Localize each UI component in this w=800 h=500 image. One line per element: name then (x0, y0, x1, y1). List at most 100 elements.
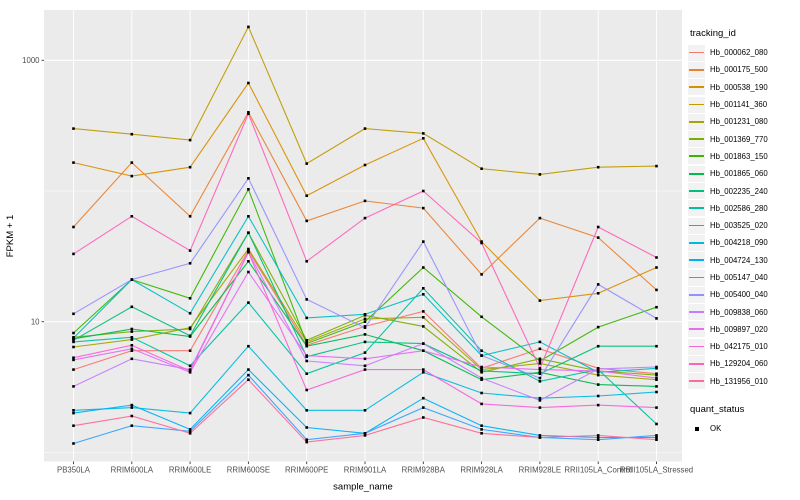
data-point (130, 414, 134, 418)
legend-item-Hb_003525_020: Hb_003525_020 (688, 217, 800, 234)
data-point (363, 199, 367, 203)
quant-status-label: OK (710, 424, 722, 434)
data-point (480, 402, 483, 406)
data-point (188, 249, 192, 252)
legend-label: Hb_001865_060 (710, 169, 768, 179)
data-point (538, 347, 542, 351)
x-tick-label: RRIM928LE (519, 466, 561, 475)
legend-item-Hb_001865_060: Hb_001865_060 (688, 165, 800, 182)
data-point (188, 428, 192, 431)
data-point (480, 167, 483, 170)
data-point (655, 436, 658, 439)
data-point (655, 406, 658, 409)
data-point (130, 357, 134, 361)
legend-key (688, 420, 705, 437)
data-point (305, 316, 308, 320)
data-point (538, 399, 542, 402)
data-point (130, 330, 134, 333)
data-point (305, 342, 308, 345)
legend-item-Hb_042175_010: Hb_042175_010 (688, 338, 800, 355)
legend-title-quant-status: quant_status (690, 403, 745, 415)
data-point (538, 406, 542, 409)
data-point (596, 292, 600, 295)
data-point (188, 371, 192, 374)
data-point (247, 249, 250, 252)
legend-item-Hb_009897_020: Hb_009897_020 (688, 321, 800, 338)
legend-key (688, 286, 705, 303)
data-point (363, 434, 367, 437)
data-point (72, 409, 75, 412)
legend-item-Hb_005147_040: Hb_005147_040 (688, 269, 800, 286)
data-point (363, 127, 367, 130)
legend-label: Hb_001369_770 (710, 134, 768, 144)
data-point (480, 241, 483, 245)
legend-key (688, 183, 705, 200)
data-point (538, 359, 542, 363)
data-point (422, 240, 425, 243)
data-point (655, 164, 658, 168)
series-color-line-icon (689, 328, 704, 331)
data-point (130, 424, 134, 427)
data-point (596, 283, 600, 286)
data-point (480, 371, 483, 374)
data-point (305, 440, 308, 444)
data-point (538, 340, 542, 344)
x-tick-label: RRIM600SE (227, 466, 270, 475)
data-point (422, 293, 425, 296)
data-point (72, 340, 75, 344)
data-point (188, 297, 192, 300)
data-point (422, 342, 425, 345)
data-point (538, 396, 542, 400)
data-point (363, 216, 367, 220)
legend-item-Hb_001231_080: Hb_001231_080 (688, 113, 800, 130)
data-point (422, 416, 425, 419)
data-point (305, 260, 308, 263)
data-point (188, 262, 192, 265)
data-point (247, 301, 250, 304)
data-point (363, 317, 367, 321)
data-point (130, 403, 134, 407)
data-point (363, 351, 367, 354)
data-point (538, 371, 542, 374)
legend-item-Hb_129204_060: Hb_129204_060 (688, 355, 800, 372)
series-color-line-icon (689, 138, 704, 140)
data-point (247, 247, 250, 251)
data-point (188, 334, 192, 338)
data-point (480, 428, 483, 431)
square-point-icon (694, 426, 699, 431)
data-point (247, 25, 250, 29)
data-point (422, 189, 425, 193)
data-point (130, 347, 134, 351)
data-point (247, 373, 250, 377)
x-tick-label: RRII105LA_Stressed (620, 466, 693, 475)
legend-title-tracking-id: tracking_id (690, 28, 736, 39)
data-point (72, 411, 75, 415)
data-point (538, 434, 542, 437)
legend-item-Hb_002235_240: Hb_002235_240 (688, 182, 800, 200)
data-point (72, 225, 75, 229)
legend-key (688, 200, 705, 217)
data-point (363, 364, 367, 368)
data-point (247, 344, 250, 348)
data-point (480, 369, 483, 373)
data-point (247, 188, 250, 191)
data-point (188, 432, 192, 435)
legend-label: Hb_131956_010 (710, 376, 768, 386)
plot-panel (44, 10, 682, 462)
data-point (188, 138, 192, 142)
legend-item-Hb_009838_060: Hb_009838_060 (688, 303, 800, 321)
legend-label: Hb_001231_080 (710, 117, 768, 127)
axis-ticks (41, 59, 657, 465)
data-point (305, 340, 308, 344)
data-point (305, 426, 308, 429)
data-point (422, 325, 425, 328)
data-point (422, 206, 425, 210)
series-color-line-icon (689, 207, 704, 210)
legend-key (688, 61, 705, 78)
data-point (655, 434, 658, 437)
data-point (655, 288, 658, 292)
data-point (72, 331, 75, 335)
data-point (422, 396, 425, 400)
legend-label: Hb_004724_130 (710, 255, 768, 265)
data-point (130, 305, 134, 309)
